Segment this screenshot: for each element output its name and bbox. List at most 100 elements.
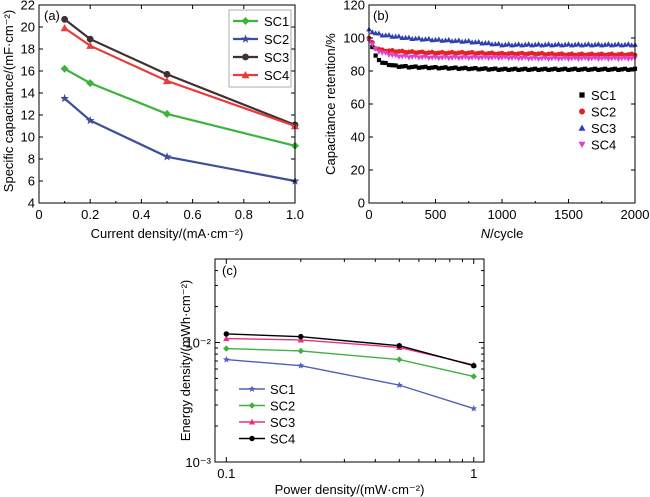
data-point-sc3 (297, 336, 305, 343)
data-point-sc3 (495, 40, 502, 46)
data-point-sc1 (619, 67, 624, 72)
data-point-sc3 (545, 41, 552, 47)
series-sc2 (366, 35, 638, 58)
data-point-sc1 (602, 66, 608, 71)
data-point-sc1 (503, 66, 508, 71)
data-point-sc3 (386, 32, 392, 38)
data-point-sc1 (593, 66, 598, 71)
data-point-sc1 (373, 53, 378, 58)
data-point-sc1 (396, 64, 402, 69)
data-point-sc1 (579, 67, 584, 72)
data-point-sc1 (433, 65, 438, 70)
data-point-sc2 (162, 152, 172, 161)
data-point-sc4 (598, 56, 605, 62)
x-axis-label: N/cycle (481, 226, 524, 241)
data-point-sc1 (390, 63, 395, 68)
data-point-sc3 (426, 35, 432, 41)
legend-label-sc4: SC4 (591, 138, 616, 153)
data-point-sc1 (526, 67, 531, 73)
data-point-sc3 (575, 41, 582, 47)
data-point-sc2 (85, 115, 95, 125)
x-axis-label: Current density/(mA·cm⁻²) (91, 226, 244, 241)
data-point-sc3 (555, 41, 562, 47)
y-tick-label: 8 (28, 152, 35, 167)
y-axis-label: Capacitance retention/% (323, 33, 338, 175)
series-line-sc3 (63, 18, 296, 126)
data-point-sc1 (486, 67, 491, 72)
data-point-sc1 (453, 65, 458, 70)
legend-marker-sc2 (248, 402, 256, 409)
y-tick-label: 16 (21, 64, 35, 79)
data-point-sc2 (297, 347, 305, 355)
data-point-sc3 (535, 41, 542, 47)
data-point-sc1 (483, 66, 488, 71)
legend-marker-sc4 (249, 435, 255, 442)
data-point-sc2 (223, 345, 230, 352)
y-tick-label: 12 (21, 108, 35, 123)
data-point-sc1 (496, 67, 501, 72)
data-point-sc4 (392, 53, 399, 59)
data-point-sc4 (446, 56, 452, 62)
data-point-sc1 (589, 67, 594, 72)
data-point-sc4 (515, 56, 522, 62)
data-point-sc1 (599, 67, 604, 72)
data-point-sc4 (559, 56, 565, 62)
data-point-sc4 (525, 56, 532, 62)
data-point-sc3 (416, 35, 422, 41)
data-point-sc4 (429, 55, 435, 61)
data-point-sc4 (579, 56, 585, 62)
data-point-sc3 (455, 37, 462, 43)
data-point-sc3 (406, 34, 412, 40)
data-point-sc1 (576, 67, 581, 73)
data-point-sc4 (459, 55, 465, 61)
data-point-sc4 (505, 56, 512, 62)
legend-label-sc1: SC1 (264, 14, 289, 29)
data-point-sc1 (473, 66, 478, 71)
data-point-sc3 (625, 41, 632, 47)
legend-label-sc4: SC4 (264, 68, 289, 83)
data-point-sc4 (608, 56, 615, 62)
legend-label-sc2: SC2 (270, 399, 295, 414)
data-point-sc4 (449, 55, 455, 61)
data-point-sc1 (606, 67, 611, 73)
data-point-sc1 (395, 381, 403, 389)
panel-label: (b) (373, 8, 389, 23)
data-point-sc1 (393, 63, 398, 68)
data-point-sc2 (470, 373, 477, 380)
data-point-sc4 (223, 331, 230, 337)
data-point-sc4 (396, 343, 402, 349)
data-point-sc3 (475, 38, 482, 44)
series-sc3 (366, 26, 638, 48)
x-axis-label: Power density/(mW·cm⁻²) (275, 482, 425, 497)
data-point-sc3 (605, 41, 612, 47)
data-point-sc3 (595, 41, 602, 47)
data-point-sc1 (556, 67, 561, 73)
data-point-sc1 (460, 66, 465, 71)
data-point-sc1 (536, 67, 541, 73)
data-point-sc2 (60, 93, 69, 103)
data-point-sc1 (629, 67, 634, 72)
x-tick-label: 0.4 (132, 207, 150, 222)
data-point-sc3 (525, 41, 532, 47)
data-point-sc4 (399, 54, 406, 60)
data-point-sc4 (396, 54, 402, 60)
data-point-sc1 (380, 60, 385, 65)
data-point-sc1 (509, 67, 515, 72)
data-point-sc1 (626, 67, 631, 73)
data-point-sc3 (565, 41, 572, 47)
data-point-sc1 (569, 67, 574, 72)
x-tick-label: 0 (35, 207, 42, 222)
data-point-sc4 (439, 55, 445, 61)
data-point-sc1 (573, 66, 578, 71)
series-sc4 (366, 37, 638, 63)
data-point-sc4 (565, 56, 572, 63)
data-point-sc4 (569, 56, 575, 62)
data-point-sc4 (60, 24, 69, 32)
x-tick-label: 2000 (621, 207, 650, 222)
y-tick-label: 14 (21, 86, 35, 101)
data-point-sc1 (529, 67, 535, 72)
data-point-sc1 (400, 64, 405, 69)
data-point-sc4 (595, 56, 602, 63)
data-point-sc4 (419, 55, 425, 61)
series-line-sc1 (64, 67, 296, 147)
